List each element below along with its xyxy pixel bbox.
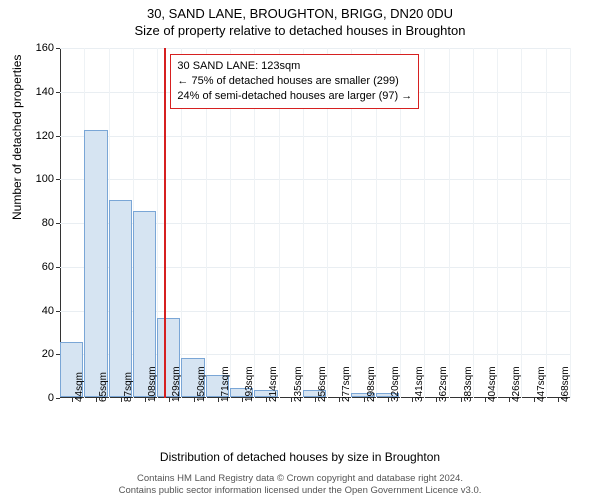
gridline-v: [424, 48, 425, 398]
x-tick-label: 341sqm: [414, 366, 425, 402]
y-tick-mark: [56, 311, 60, 312]
x-tick-mark: [315, 398, 316, 402]
y-tick-label: 100: [36, 173, 54, 185]
x-tick-mark: [218, 398, 219, 402]
x-tick-mark: [121, 398, 122, 402]
x-tick-label: 362sqm: [438, 366, 449, 402]
y-tick-mark: [56, 136, 60, 137]
y-tick-mark: [56, 267, 60, 268]
y-tick-mark: [56, 48, 60, 49]
histogram-bar: [84, 130, 107, 397]
y-axis-label: Number of detached properties: [10, 55, 24, 220]
title-address: 30, SAND LANE, BROUGHTON, BRIGG, DN20 0D…: [0, 0, 600, 21]
y-tick-label: 140: [36, 86, 54, 98]
y-tick-mark: [56, 179, 60, 180]
plot-area: 02040608010012014016044sqm65sqm87sqm108s…: [60, 48, 570, 398]
chart-container: 30, SAND LANE, BROUGHTON, BRIGG, DN20 0D…: [0, 0, 600, 500]
gridline-h: [60, 136, 570, 137]
x-tick-mark: [291, 398, 292, 402]
x-tick-label: 256sqm: [317, 366, 328, 402]
y-tick-label: 40: [42, 305, 54, 317]
gridline-v: [546, 48, 547, 398]
x-tick-label: 214sqm: [268, 366, 279, 402]
y-tick-label: 20: [42, 348, 54, 360]
callout-line-1: 30 SAND LANE: 123sqm: [177, 59, 412, 74]
x-tick-label: 447sqm: [536, 366, 547, 402]
x-tick-mark: [485, 398, 486, 402]
footer: Contains HM Land Registry data © Crown c…: [0, 473, 600, 497]
x-tick-label: 320sqm: [390, 366, 401, 402]
x-tick-mark: [145, 398, 146, 402]
histogram-bar: [109, 200, 132, 397]
x-tick-mark: [412, 398, 413, 402]
gridline-v: [570, 48, 571, 398]
gridline-v: [449, 48, 450, 398]
x-tick-label: 383sqm: [463, 366, 474, 402]
x-tick-mark: [364, 398, 365, 402]
footer-line-1: Contains HM Land Registry data © Crown c…: [0, 473, 600, 485]
y-tick-label: 80: [42, 217, 54, 229]
y-tick-mark: [56, 398, 60, 399]
gridline-h: [60, 179, 570, 180]
y-tick-label: 60: [42, 261, 54, 273]
x-tick-mark: [388, 398, 389, 402]
x-tick-mark: [194, 398, 195, 402]
gridline-v: [473, 48, 474, 398]
callout-line-3: 24% of semi-detached houses are larger (…: [177, 89, 412, 104]
x-tick-label: 426sqm: [511, 366, 522, 402]
x-axis-label: Distribution of detached houses by size …: [0, 450, 600, 464]
x-tick-label: 468sqm: [560, 366, 571, 402]
y-tick-label: 160: [36, 42, 54, 54]
y-tick-mark: [56, 92, 60, 93]
gridline-v: [497, 48, 498, 398]
x-tick-mark: [558, 398, 559, 402]
x-tick-label: 404sqm: [487, 366, 498, 402]
footer-line-2: Contains public sector information licen…: [0, 485, 600, 497]
x-tick-mark: [72, 398, 73, 402]
callout-line-2: ← 75% of detached houses are smaller (29…: [177, 74, 412, 89]
y-tick-label: 120: [36, 130, 54, 142]
gridline-v: [521, 48, 522, 398]
y-tick-label: 0: [48, 392, 54, 404]
title-subtitle: Size of property relative to detached ho…: [0, 21, 600, 38]
gridline-h: [60, 48, 570, 49]
x-tick-mark: [534, 398, 535, 402]
callout-box: 30 SAND LANE: 123sqm← 75% of detached ho…: [170, 54, 419, 109]
property-marker-line: [164, 48, 166, 398]
x-tick-mark: [242, 398, 243, 402]
x-tick-mark: [461, 398, 462, 402]
y-tick-mark: [56, 223, 60, 224]
